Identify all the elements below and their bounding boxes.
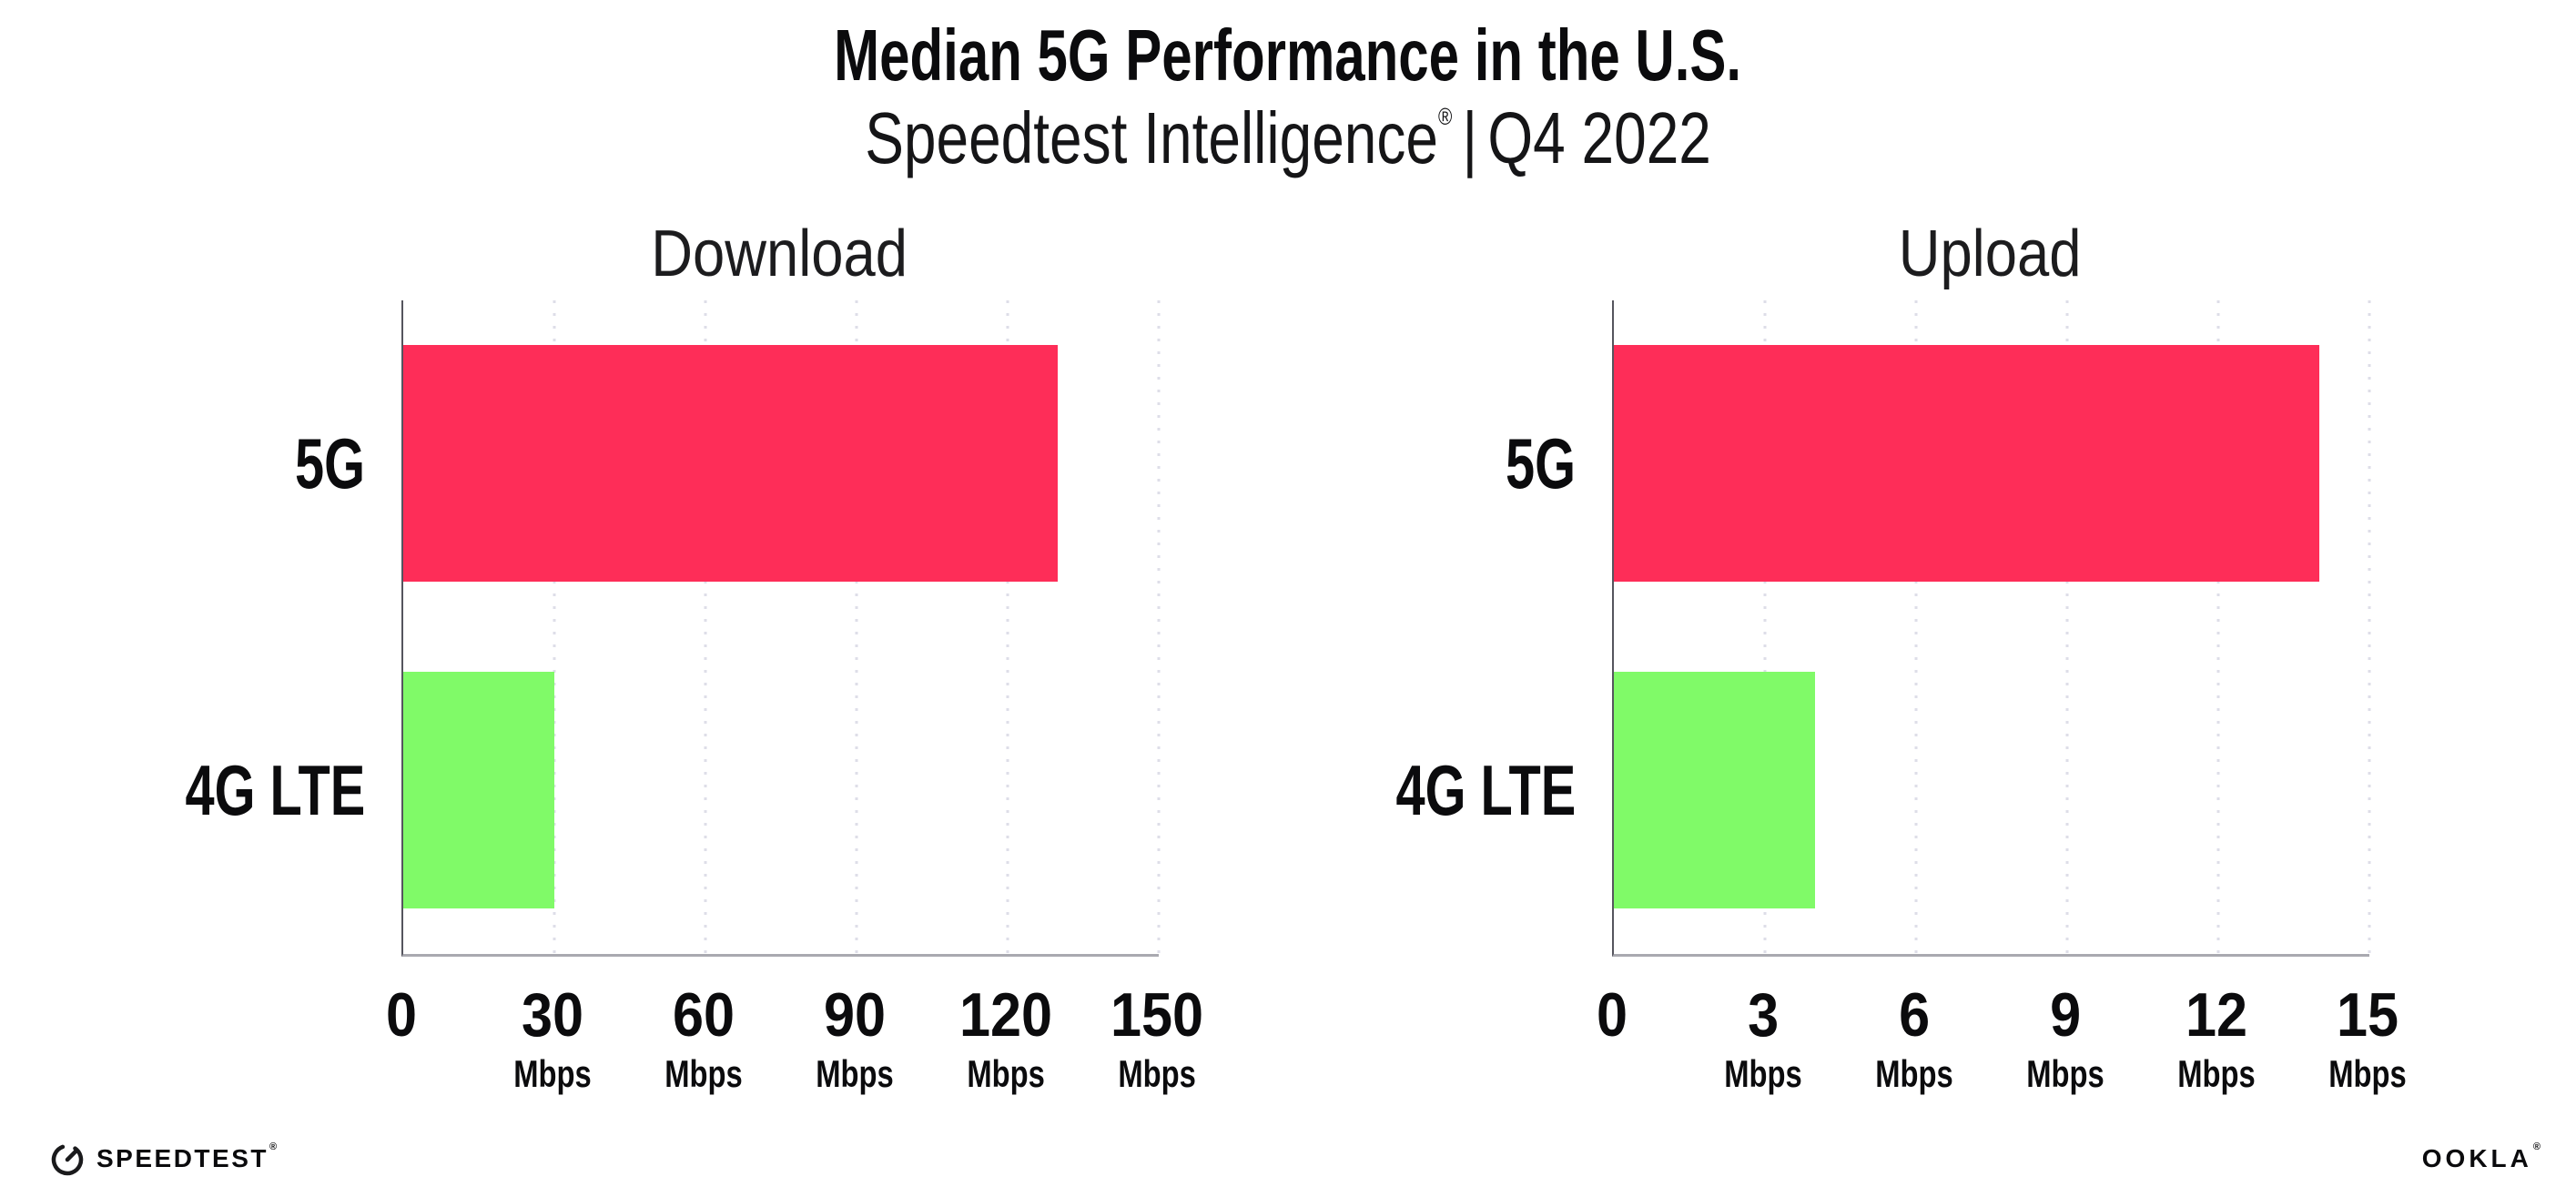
download-x-axis: 0 30 Mbps 60 Mbps 90 Mbps 120 Mbps 150 Mbps (386, 984, 1203, 1111)
x-tick-unit: Mbps (816, 1051, 894, 1095)
upload-chart: Upload 5G 4G LTE 0 3 Mbps 6 Mbps 9 Mbps 12 Mbps 15… (1378, 217, 2407, 1111)
x-tick-unit: Mbps (1724, 1051, 1802, 1095)
x-tick-0: 0 (385, 979, 418, 1050)
charts-row: Download 5G 4G LTE 0 30 Mbps 60 Mbps 90 Mbps 120… (167, 217, 2576, 1111)
x-tick-90: 90 Mbps (805, 984, 905, 1093)
bar-upload-5g (1614, 345, 2319, 583)
x-tick-9: 9 Mbps (2015, 984, 2115, 1093)
x-tick-30: 30 Mbps (502, 984, 603, 1093)
gridline-90 (855, 299, 858, 954)
subtitle-separator: | (1462, 96, 1478, 178)
x-tick-unit: Mbps (967, 1051, 1045, 1095)
x-tick-unit: Mbps (664, 1051, 743, 1095)
upload-chart-title: Upload (1898, 217, 2082, 290)
x-tick-12: 12 Mbps (2166, 984, 2267, 1093)
x-tick-unit: Mbps (513, 1051, 592, 1095)
x-tick-150: 150 Mbps (1105, 984, 1208, 1093)
x-tick-60: 60 Mbps (654, 984, 754, 1093)
x-tick-15: 15 Mbps (2317, 984, 2418, 1093)
x-tick-0: 0 (1596, 979, 1628, 1050)
gridline-9 (2065, 299, 2069, 954)
category-label-5g: 5G (294, 423, 365, 504)
download-chart: Download 5G 4G LTE 0 30 Mbps 60 Mbps 90 Mbps 120… (167, 217, 1203, 1111)
gridline-120 (1006, 299, 1009, 954)
ookla-registered-mark: ® (2532, 1141, 2544, 1152)
header: Median 5G Performance in the U.S. Speedt… (0, 0, 2576, 178)
footer: SPEEDTEST® OOKLA® (47, 1139, 2543, 1179)
x-tick-3: 3 Mbps (1713, 984, 1813, 1093)
download-chart-title: Download (651, 217, 908, 290)
subtitle-period: Q4 2022 (1487, 96, 1711, 178)
gridline-12 (2216, 299, 2220, 954)
x-tick-6: 6 Mbps (1864, 984, 1964, 1093)
bar-upload-4g-lte (1614, 672, 1816, 909)
gridline-15 (2368, 299, 2371, 954)
upload-x-axis: 0 3 Mbps 6 Mbps 9 Mbps 12 Mbps 15 Mbps (1597, 984, 2407, 1111)
category-label-4g-lte: 4G LTE (185, 750, 365, 831)
x-tick-unit: Mbps (2328, 1051, 2407, 1095)
page-title: Median 5G Performance in the U.S. (834, 15, 1742, 96)
category-label-4g-lte: 4G LTE (1395, 750, 1576, 831)
download-plot-area: 5G 4G LTE (185, 299, 1161, 957)
speedtest-registered-mark: ® (269, 1141, 279, 1152)
bar-download-4g-lte (403, 672, 554, 909)
gridline-3 (1763, 299, 1767, 954)
speedtest-gauge-icon (51, 1143, 84, 1176)
ookla-wordmark: OOKLA® (2421, 1141, 2544, 1172)
registered-mark: ® (1437, 102, 1453, 130)
x-tick-unit: Mbps (1118, 1051, 1196, 1095)
gridline-60 (704, 299, 707, 954)
bar-download-5g (403, 345, 1059, 583)
page-subtitle: Speedtest Intelligence® | Q4 2022 (0, 96, 2576, 178)
speedtest-logo: SPEEDTEST® (47, 1139, 279, 1179)
subtitle-brand: Speedtest Intelligence (865, 96, 1438, 178)
x-tick-unit: Mbps (2177, 1051, 2256, 1095)
gridline-30 (553, 299, 556, 954)
gridline-6 (1914, 299, 1918, 954)
x-tick-unit: Mbps (2026, 1051, 2104, 1095)
x-tick-unit: Mbps (1875, 1051, 1953, 1095)
upload-plot-area: 5G 4G LTE (1395, 299, 2371, 957)
speedtest-wordmark: SPEEDTEST® (96, 1141, 279, 1172)
category-label-5g: 5G (1505, 423, 1576, 504)
x-tick-120: 120 Mbps (954, 984, 1057, 1093)
gridline-150 (1157, 299, 1161, 954)
ookla-logo: OOKLA® (2421, 1141, 2544, 1172)
